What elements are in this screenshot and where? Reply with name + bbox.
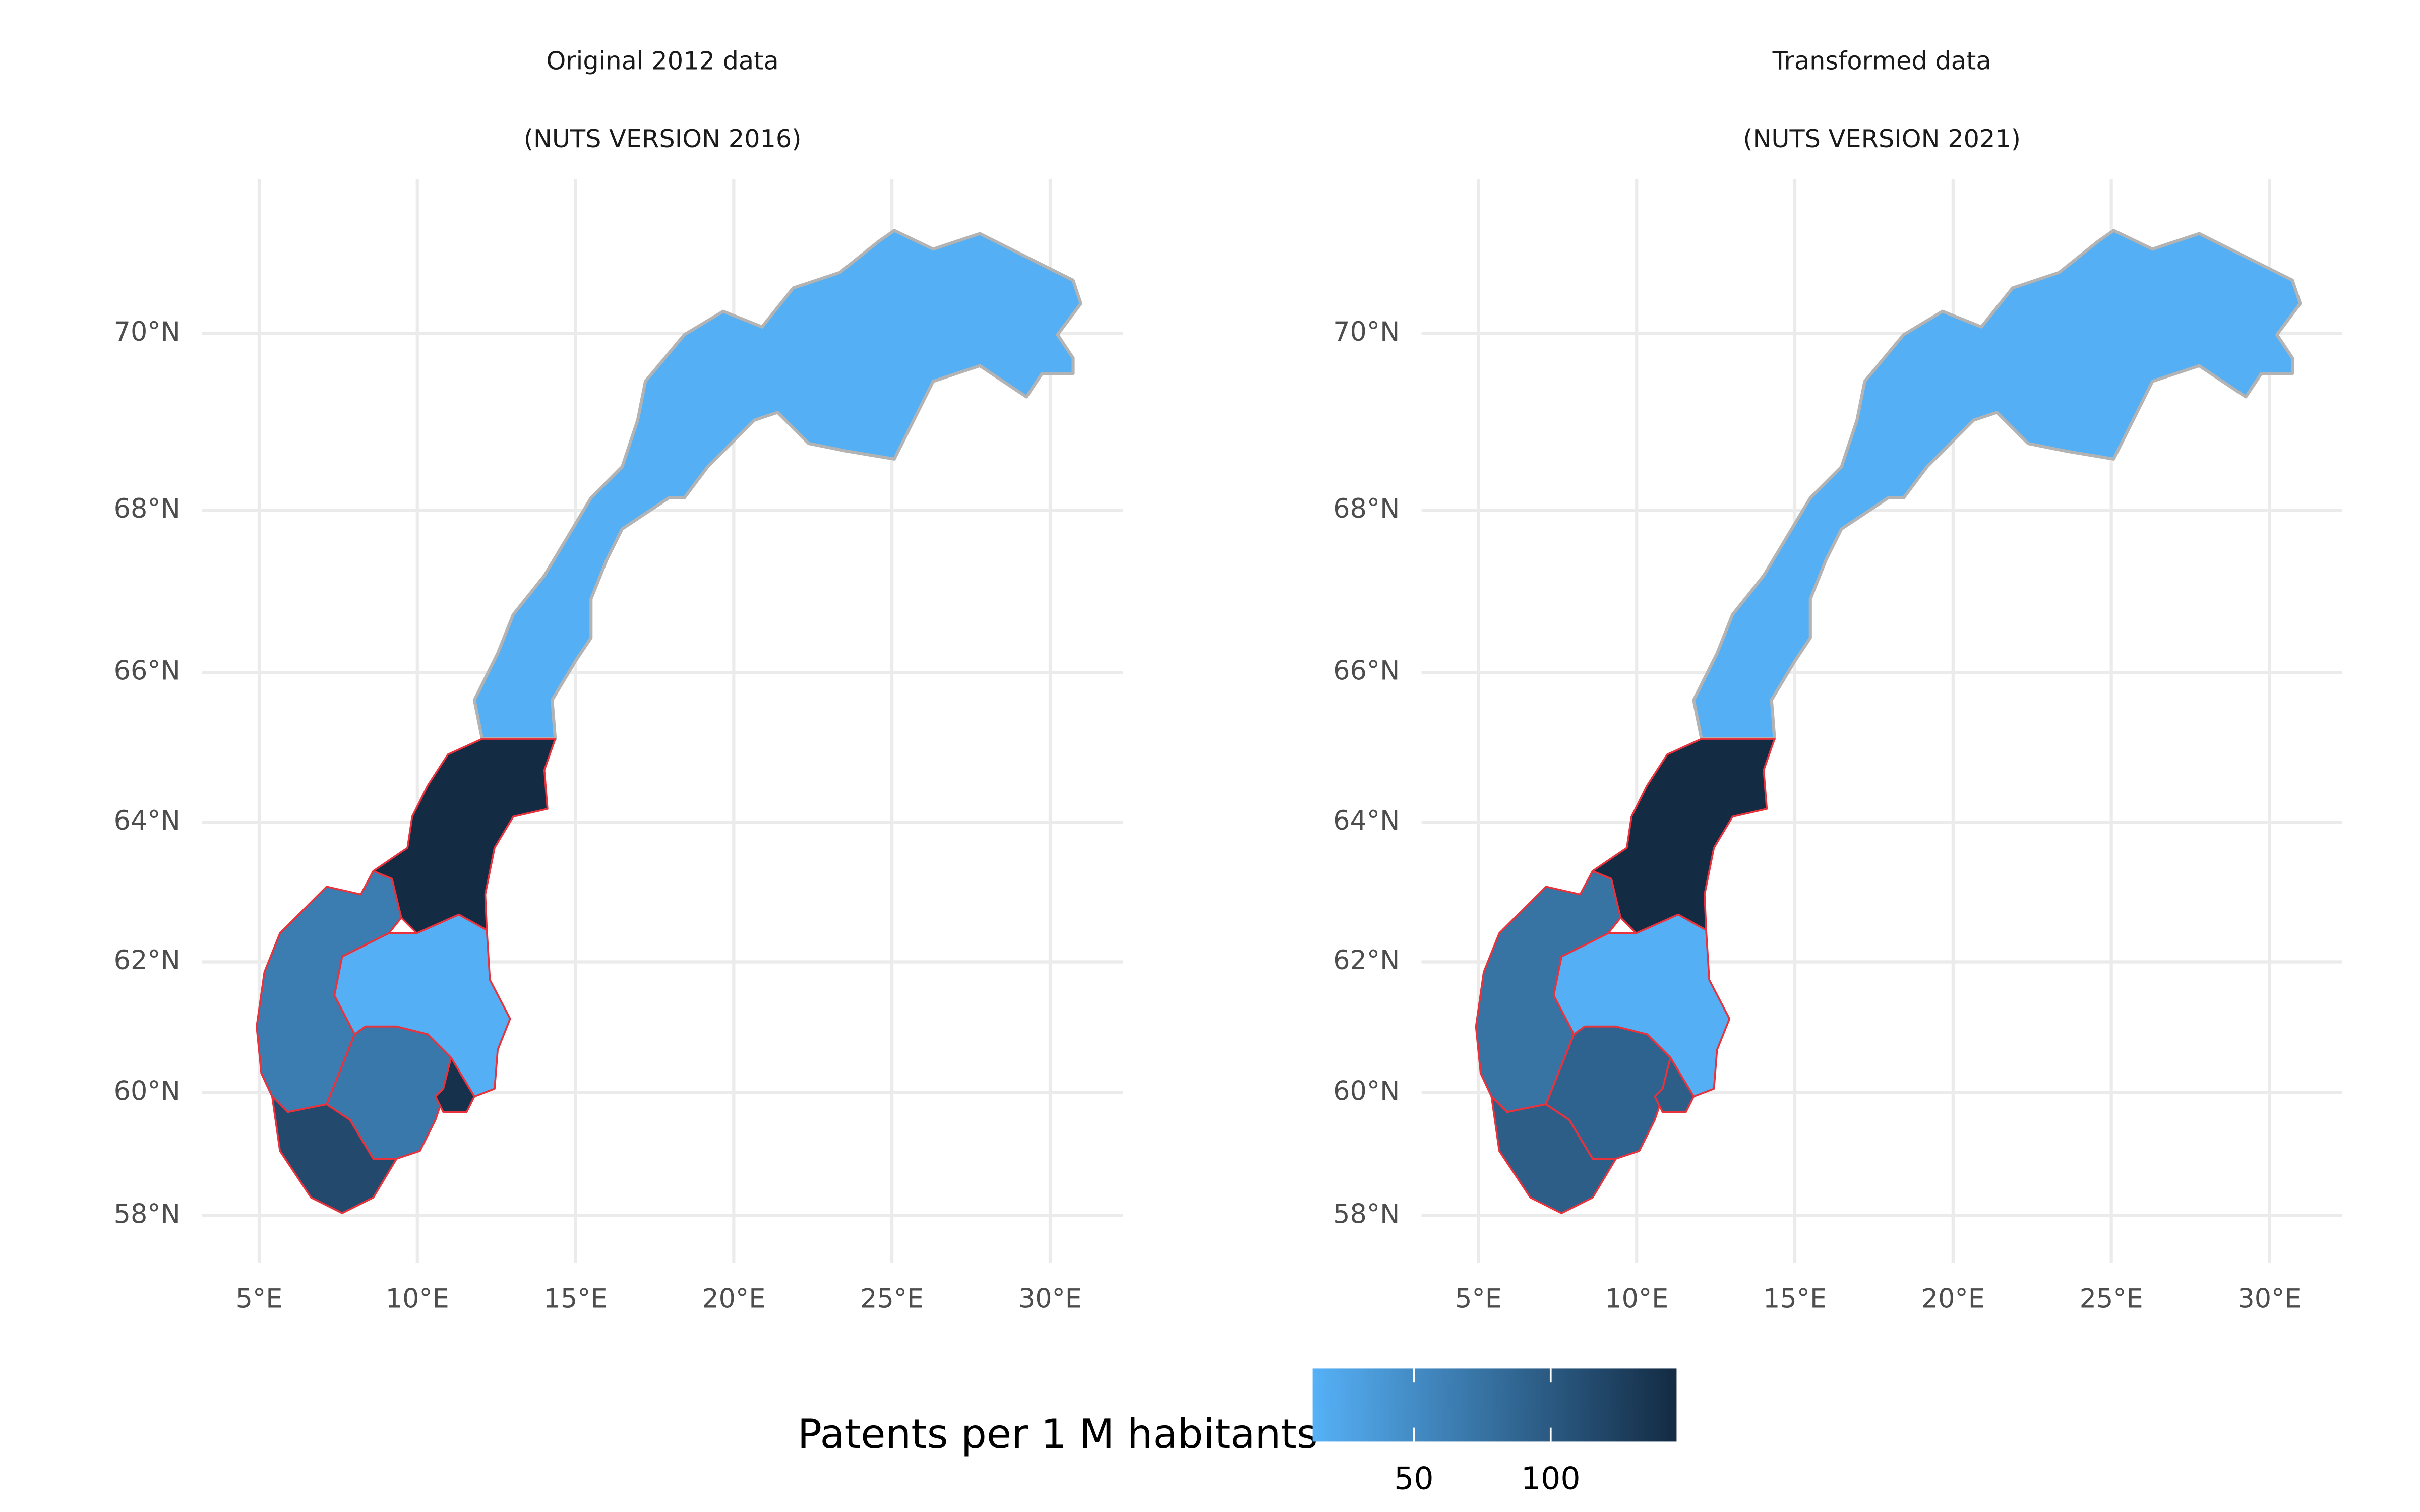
panel-subtitle: (NUTS VERSION 2016) xyxy=(524,124,802,153)
panel-title: Transformed data xyxy=(1772,46,1991,76)
map xyxy=(256,229,1083,1214)
x-tick-label: 10°E xyxy=(386,1283,449,1314)
x-tick-label: 10°E xyxy=(1605,1283,1668,1314)
y-tick-label: 68°N xyxy=(114,493,180,524)
y-tick-label: 64°N xyxy=(114,805,180,836)
x-tick-label: 5°E xyxy=(1455,1283,1502,1314)
map xyxy=(1475,229,2302,1214)
panel-subtitle: (NUTS VERSION 2021) xyxy=(1743,124,2021,153)
y-tick-label: 58°N xyxy=(1333,1199,1400,1229)
x-tick-label: 20°E xyxy=(1921,1283,1985,1314)
x-tick-label: 15°E xyxy=(1763,1283,1827,1314)
x-tick-label: 20°E xyxy=(702,1283,765,1314)
x-tick-label: 5°E xyxy=(236,1283,283,1314)
y-tick-label: 70°N xyxy=(1333,317,1400,347)
colorbar-tick-label: 100 xyxy=(1521,1461,1581,1497)
region xyxy=(325,1025,452,1160)
y-tick-label: 62°N xyxy=(114,945,180,976)
y-tick-label: 60°N xyxy=(114,1076,180,1106)
y-tick-label: 70°N xyxy=(114,317,180,347)
x-tick-label: 30°E xyxy=(2237,1283,2301,1314)
y-tick-label: 68°N xyxy=(1333,493,1400,524)
region xyxy=(1545,1025,1671,1160)
x-tick-label: 15°E xyxy=(544,1283,608,1314)
region xyxy=(434,1056,475,1113)
legend-title: Patents per 1 M habitants xyxy=(798,1411,1318,1458)
y-tick-label: 58°N xyxy=(114,1199,180,1229)
y-tick-label: 64°N xyxy=(1333,805,1400,836)
colorbar xyxy=(1312,1368,1677,1442)
region xyxy=(472,229,1083,741)
panel-title: Original 2012 data xyxy=(547,46,779,76)
x-tick-label: 25°E xyxy=(860,1283,924,1314)
region xyxy=(1654,1056,1695,1113)
colorbar-tick-label: 50 xyxy=(1394,1461,1434,1497)
y-tick-label: 62°N xyxy=(1333,945,1400,976)
x-tick-label: 25°E xyxy=(2080,1283,2143,1314)
y-tick-label: 60°N xyxy=(1333,1076,1400,1106)
y-tick-label: 66°N xyxy=(1333,656,1400,686)
x-tick-label: 30°E xyxy=(1018,1283,1082,1314)
region xyxy=(1692,229,2302,741)
y-tick-label: 66°N xyxy=(114,656,180,686)
